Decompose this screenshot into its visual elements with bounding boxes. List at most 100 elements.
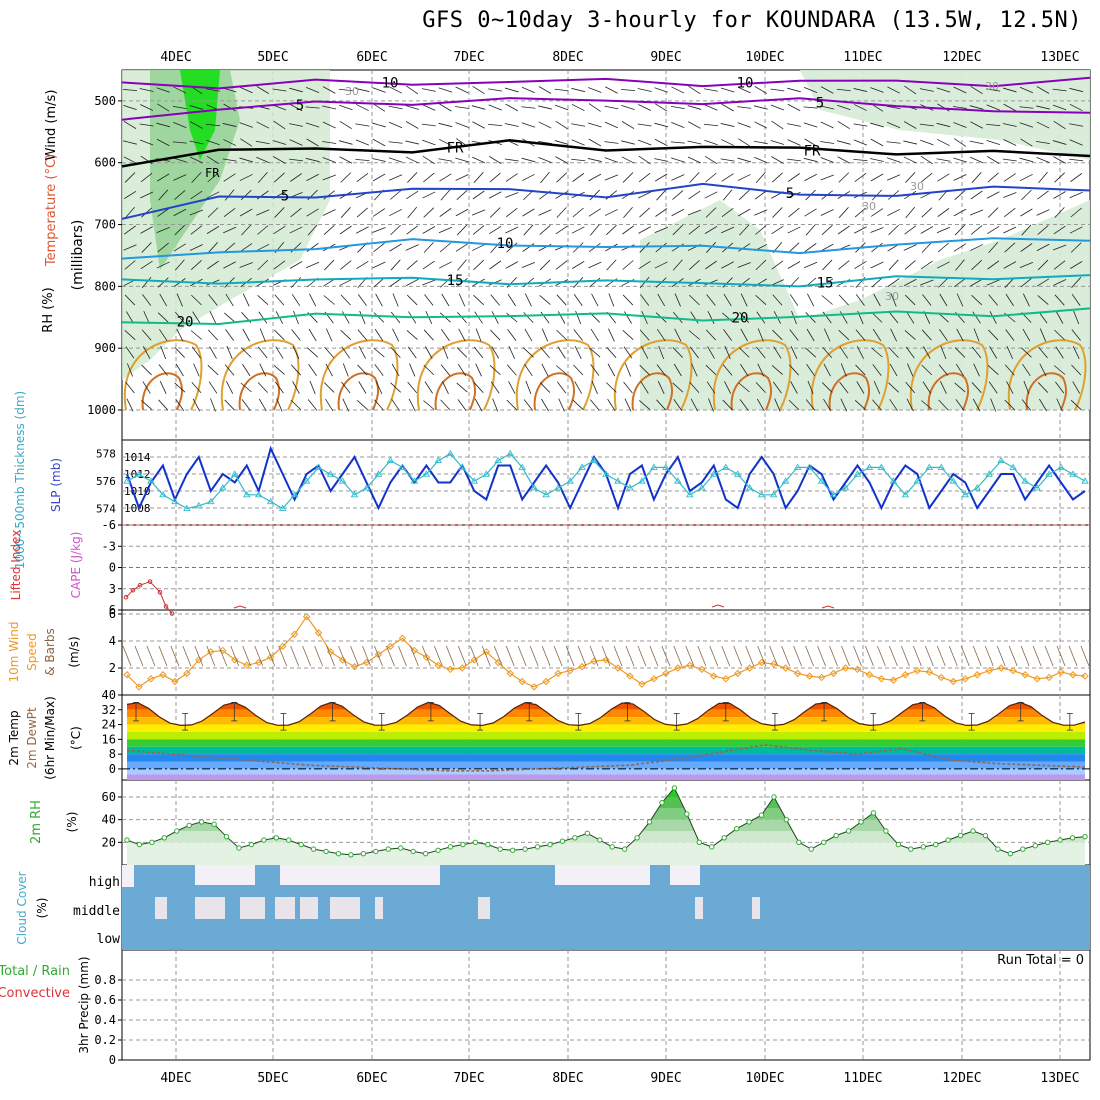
wind-barb bbox=[820, 141, 835, 144]
wind-barb bbox=[1006, 345, 1014, 360]
wind-barb bbox=[571, 158, 586, 162]
wind-barb bbox=[803, 87, 818, 93]
rh-point bbox=[584, 830, 591, 836]
wind-barb bbox=[724, 345, 731, 360]
wind10-barb bbox=[721, 645, 731, 667]
wind-barb bbox=[223, 173, 236, 182]
wind-barb bbox=[556, 172, 567, 183]
lifted-index-panel: 6 3 0 -3 -6 bbox=[102, 518, 1090, 617]
wind-barb bbox=[491, 346, 500, 359]
wind-barb bbox=[1020, 277, 1033, 288]
wind-barb bbox=[289, 139, 303, 146]
wind-barb bbox=[638, 155, 651, 165]
wind-barb bbox=[623, 346, 633, 359]
wind-barb bbox=[455, 86, 469, 94]
wind-speed-point bbox=[470, 656, 478, 664]
wind-barb bbox=[788, 399, 800, 411]
wind-barb bbox=[406, 330, 418, 340]
wind-barb bbox=[922, 381, 931, 394]
wind-barb bbox=[156, 138, 170, 147]
wind-barb bbox=[971, 382, 982, 393]
wind-barb bbox=[355, 88, 370, 92]
wind-barb bbox=[292, 345, 300, 360]
wind-barb bbox=[141, 400, 153, 410]
wind-speed-point bbox=[302, 612, 311, 621]
temp-band bbox=[127, 739, 1085, 747]
wind-barb bbox=[953, 157, 967, 163]
wind-barb bbox=[392, 328, 400, 342]
wind-barb bbox=[1071, 277, 1082, 288]
wind-barb bbox=[157, 103, 170, 112]
wind-barb bbox=[1036, 86, 1050, 94]
wind-barb bbox=[374, 399, 384, 411]
wind-barb bbox=[305, 122, 320, 128]
wind-barb bbox=[488, 104, 502, 111]
wind-barb bbox=[124, 260, 136, 270]
thickness-point bbox=[614, 477, 622, 484]
thickness-point bbox=[1021, 477, 1029, 484]
contour-label: 10 bbox=[382, 76, 399, 92]
rh-point bbox=[385, 846, 391, 852]
wind-speed-point bbox=[231, 656, 239, 664]
wind-barb bbox=[673, 363, 682, 377]
wind-barb bbox=[156, 173, 170, 182]
wind-speed-point bbox=[961, 675, 969, 683]
wind10-barb bbox=[805, 645, 814, 667]
wind-barb bbox=[890, 328, 898, 342]
wind-barb bbox=[241, 399, 251, 411]
li-point bbox=[147, 579, 153, 584]
wind-barb bbox=[1002, 87, 1017, 93]
wind10-barb bbox=[685, 645, 695, 667]
wind-barb bbox=[342, 398, 350, 412]
wind10-barb bbox=[1008, 645, 1018, 667]
wind-barb bbox=[807, 380, 814, 395]
rh-point bbox=[908, 846, 914, 852]
wind-barb bbox=[989, 311, 997, 324]
wind10-barb bbox=[901, 645, 910, 667]
wind-barb bbox=[1052, 104, 1067, 111]
wind-barb bbox=[589, 189, 600, 201]
wind-barb bbox=[1039, 328, 1047, 342]
wind-barb bbox=[903, 244, 917, 251]
wind-barb bbox=[1004, 242, 1016, 253]
contour-temp_15 bbox=[121, 274, 1091, 288]
wind-barb bbox=[357, 329, 368, 341]
wind-barb bbox=[226, 345, 233, 360]
thickness-point bbox=[973, 484, 982, 491]
rh-point bbox=[659, 799, 665, 806]
li-tick-label: -6 bbox=[102, 518, 116, 532]
cape-contour bbox=[123, 339, 203, 411]
wind-barb bbox=[291, 364, 301, 376]
wind-barb bbox=[422, 155, 435, 165]
wind-barb bbox=[492, 398, 499, 412]
wind-barb bbox=[405, 140, 420, 145]
rh-point bbox=[895, 841, 902, 848]
wind-barb bbox=[259, 328, 266, 342]
wind-barb bbox=[820, 209, 834, 216]
cape-contour-inner bbox=[730, 372, 773, 411]
wind-barb bbox=[405, 105, 420, 110]
wind10-barb bbox=[577, 645, 587, 667]
wind-barb bbox=[1069, 226, 1083, 234]
wind10-barb bbox=[649, 645, 659, 667]
rh-point bbox=[1007, 850, 1014, 857]
wind-barb bbox=[422, 279, 436, 286]
precip-tick-label: 0.2 bbox=[94, 1033, 116, 1047]
temp-band bbox=[127, 702, 1085, 710]
temp-band bbox=[122, 695, 1090, 702]
thickness-point bbox=[350, 490, 359, 498]
wind10-barb bbox=[996, 645, 1006, 667]
wind-barb bbox=[158, 399, 169, 411]
wind-barb bbox=[156, 87, 170, 93]
wind10-barb bbox=[853, 645, 862, 667]
thickness-point bbox=[290, 490, 299, 498]
wind-barb bbox=[671, 86, 685, 94]
wind-barb bbox=[890, 293, 897, 307]
wind-barb bbox=[774, 398, 781, 412]
li-mark bbox=[233, 605, 247, 609]
bottom-date-label: 9DEC bbox=[650, 1071, 681, 1086]
wind-barb bbox=[805, 224, 816, 236]
wind-barb bbox=[140, 260, 153, 270]
wind-barb bbox=[438, 226, 452, 234]
wind-barb bbox=[173, 208, 187, 217]
